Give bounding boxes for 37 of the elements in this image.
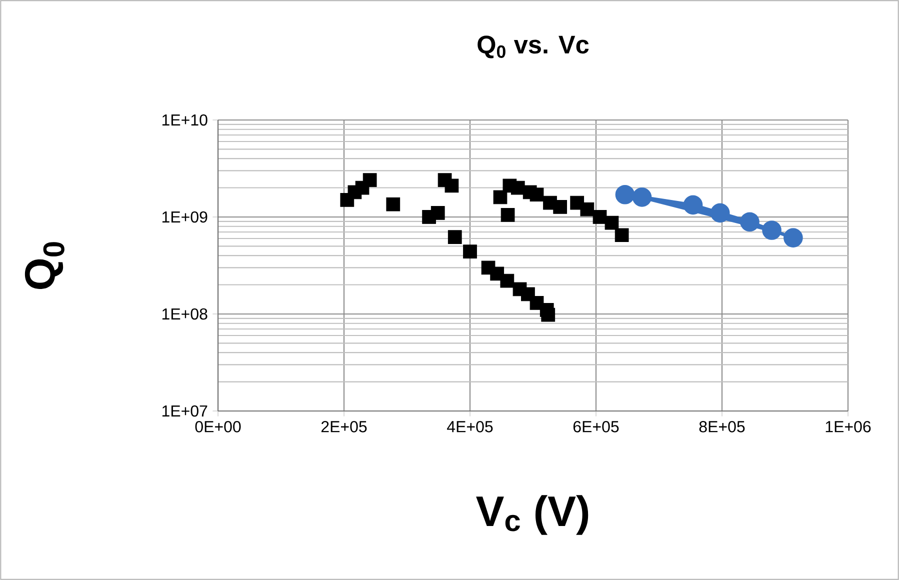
point <box>740 212 760 232</box>
point <box>592 210 607 224</box>
point <box>710 203 730 223</box>
point <box>463 244 477 258</box>
point <box>580 202 594 216</box>
y-tick-label: 1E+09 <box>162 211 208 223</box>
point <box>430 206 445 220</box>
point <box>362 173 377 188</box>
x-tick-label: 1E+06 <box>826 421 871 432</box>
point <box>615 184 635 204</box>
y-tick-label: 1E+07 <box>162 405 208 417</box>
x-tick-label: 2E+05 <box>321 421 367 432</box>
point <box>604 216 619 230</box>
chart-title: Q$_{0}$ vs. Vc <box>478 36 589 58</box>
y-axis-title: Q$_{0}$ <box>24 242 64 289</box>
x-tick-label: 8E+05 <box>699 421 745 432</box>
point <box>448 230 462 244</box>
x-axis-title: V$_{c}$ (V) <box>476 495 588 535</box>
point <box>683 195 703 215</box>
point <box>541 308 556 322</box>
y-tick-label: 1E+10 <box>162 114 208 126</box>
point <box>632 188 652 207</box>
point <box>510 180 525 195</box>
x-tick-label: 4E+05 <box>447 421 493 432</box>
point <box>530 188 544 202</box>
point <box>553 200 568 214</box>
x-tick-label: 0E+00 <box>195 421 241 432</box>
point <box>493 190 508 204</box>
x-tick-label: 6E+05 <box>573 421 619 432</box>
point <box>386 197 400 212</box>
point <box>500 208 515 222</box>
point <box>500 274 514 288</box>
point <box>784 228 803 248</box>
point <box>762 220 782 240</box>
y-tick-label: 1E+08 <box>162 308 208 320</box>
point <box>444 178 459 193</box>
point <box>614 228 629 242</box>
